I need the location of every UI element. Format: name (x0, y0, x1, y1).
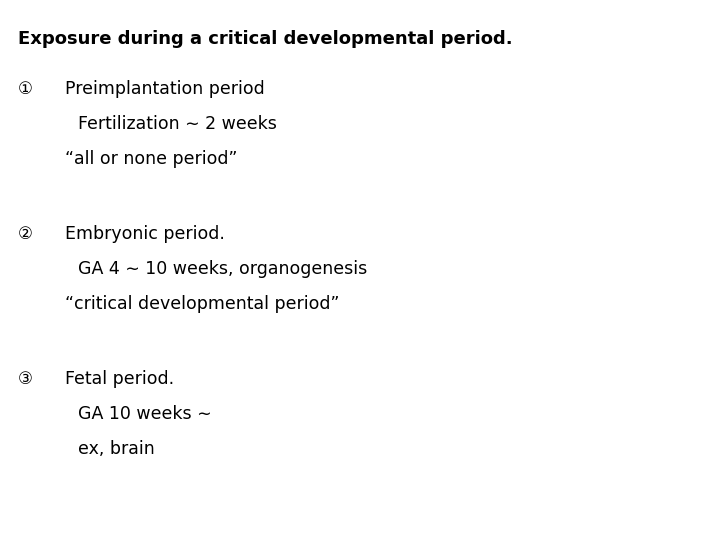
Text: ex, brain: ex, brain (78, 440, 155, 458)
Text: GA 10 weeks ∼: GA 10 weeks ∼ (78, 405, 212, 423)
Text: Fertilization ∼ 2 weeks: Fertilization ∼ 2 weeks (78, 115, 277, 133)
Text: “all or none period”: “all or none period” (65, 150, 238, 168)
Text: Preimplantation period: Preimplantation period (65, 80, 265, 98)
Text: ②: ② (18, 225, 33, 243)
Text: Exposure during a critical developmental period.: Exposure during a critical developmental… (18, 30, 513, 48)
Text: Fetal period.: Fetal period. (65, 370, 174, 388)
Text: ①: ① (18, 80, 33, 98)
Text: Embryonic period.: Embryonic period. (65, 225, 225, 243)
Text: GA 4 ∼ 10 weeks, organogenesis: GA 4 ∼ 10 weeks, organogenesis (78, 260, 367, 278)
Text: ③: ③ (18, 370, 33, 388)
Text: “critical developmental period”: “critical developmental period” (65, 295, 340, 313)
